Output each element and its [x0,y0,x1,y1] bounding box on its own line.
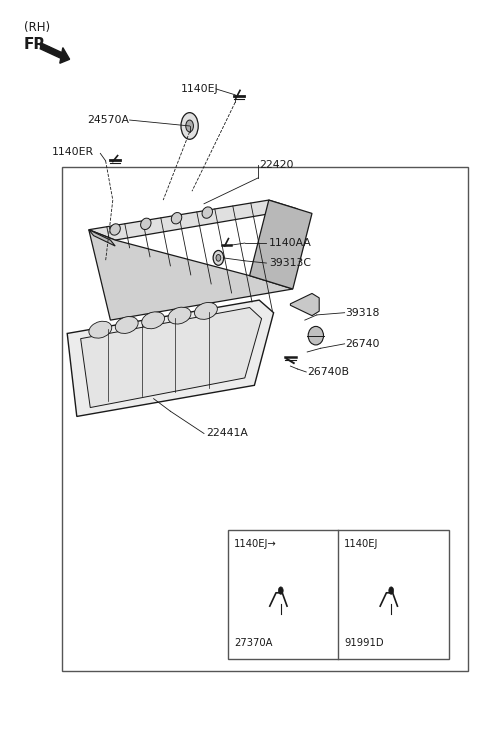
Ellipse shape [194,302,217,319]
Text: 1140ER: 1140ER [51,147,94,157]
Polygon shape [67,300,274,416]
Ellipse shape [171,213,182,224]
Ellipse shape [141,218,151,230]
Circle shape [278,587,283,594]
Polygon shape [89,200,298,240]
Text: 1140EJ→: 1140EJ→ [234,539,276,548]
Ellipse shape [202,207,213,219]
Text: 27370A: 27370A [234,639,272,648]
Text: (RH): (RH) [24,21,50,34]
Ellipse shape [115,316,138,333]
Ellipse shape [142,312,165,329]
Bar [228,530,449,659]
Ellipse shape [168,308,191,324]
Text: FR.: FR. [24,37,52,52]
Polygon shape [290,293,319,316]
Ellipse shape [308,326,324,345]
Circle shape [389,587,394,594]
Text: 1140EJ: 1140EJ [180,84,218,94]
Text: 26740: 26740 [346,339,380,349]
Text: 39318: 39318 [346,308,380,318]
Polygon shape [89,230,115,246]
Text: 39313C: 39313C [269,258,311,268]
Text: 26740B: 26740B [307,367,349,377]
Circle shape [181,113,198,139]
Text: 1140EJ: 1140EJ [344,539,379,548]
Text: 22441A: 22441A [206,428,248,439]
Ellipse shape [110,224,120,235]
Circle shape [186,120,193,132]
Text: 24570A: 24570A [88,115,130,125]
Ellipse shape [213,250,224,265]
Polygon shape [250,200,312,289]
Polygon shape [81,308,262,408]
Text: 22420: 22420 [259,159,294,170]
Polygon shape [89,230,293,320]
Ellipse shape [216,255,221,262]
Ellipse shape [89,322,112,338]
Bar [62,167,468,671]
Text: 1140AA: 1140AA [269,238,312,248]
FancyArrow shape [40,43,70,63]
Text: 91991D: 91991D [344,639,384,648]
